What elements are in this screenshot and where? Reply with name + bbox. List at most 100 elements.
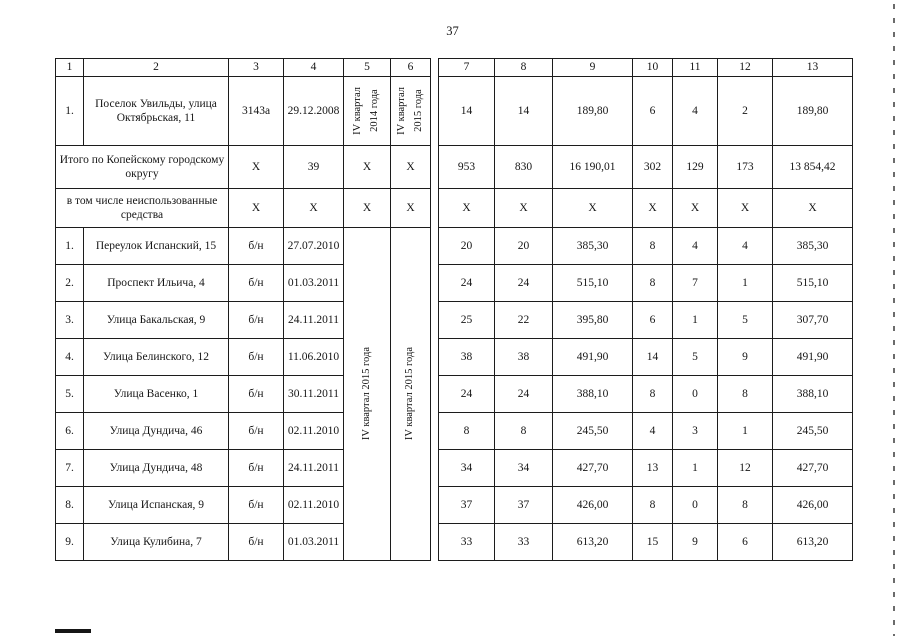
doc-number-cell: б/н [228, 375, 284, 413]
table-row: 1. Поселок Увильды, улица Октябрьская, 11… [55, 76, 853, 146]
spacer [431, 77, 439, 146]
value-cell: 4 [672, 227, 718, 265]
doc-number-cell: б/н [228, 449, 284, 487]
value-cell: 6 [632, 301, 673, 339]
spacer [431, 376, 439, 413]
spacer [431, 339, 439, 376]
value-cell: 33 [438, 523, 495, 561]
quarter-label: IV квартал 2014 года [352, 87, 380, 135]
row-index-cell: 2. [55, 264, 84, 302]
value-cell: 515,10 [772, 264, 853, 302]
address-cell: Улица Белинского, 12 [83, 338, 229, 376]
quarter-vertical-cell: IV квартал 2015 года [390, 76, 431, 146]
value-cell: 16 190,01 [552, 145, 633, 189]
value-cell: 12 [717, 449, 773, 487]
table-row: Итого по Копейскому городскому округу X 39… [55, 145, 853, 189]
column-number-cell: 6 [390, 58, 431, 77]
quarter-vertical-cell: IV квартал 2014 года [343, 76, 391, 146]
value-cell: 9 [672, 523, 718, 561]
value-cell: 8 [632, 227, 673, 265]
spacer [431, 189, 439, 228]
spacer [431, 302, 439, 339]
spacer [431, 524, 439, 561]
value-cell: 20 [494, 227, 553, 265]
value-cell: 33 [494, 523, 553, 561]
quarter-label: IV квартал 2015 года [396, 87, 424, 135]
value-cell: 8 [717, 486, 773, 524]
row-index-cell: 7. [55, 449, 84, 487]
report-table-body: 1 2 3 4 5 6 7 8 9 10 11 12 13 1. Поселок Увильды, улиц… [55, 58, 853, 561]
row-index-cell: 6. [55, 412, 84, 450]
address-cell: Улица Дундича, 48 [83, 449, 229, 487]
table-row: 3. Улица Бакальская, 9 б/н 24.11.2011 25 22 39… [55, 301, 853, 339]
spacer [431, 146, 439, 189]
table-row: 6. Улица Дундича, 46 б/н 02.11.2010 8 8 245,50… [55, 412, 853, 450]
value-cell: 1 [672, 301, 718, 339]
date-cell: 24.11.2011 [283, 449, 344, 487]
value-cell: 2 [717, 76, 773, 146]
address-cell: Улица Бакальская, 9 [83, 301, 229, 339]
row-index-cell: 4. [55, 338, 84, 376]
value-cell: 24 [494, 264, 553, 302]
column-number-cell: 7 [438, 58, 495, 77]
value-cell: 613,20 [552, 523, 633, 561]
address-cell: Переулок Испанский, 15 [83, 227, 229, 265]
value-cell: X [552, 188, 633, 228]
value-cell: 385,30 [772, 227, 853, 265]
doc-number-cell: б/н [228, 227, 284, 265]
value-cell: 13 [632, 449, 673, 487]
unused-label-cell: в том числе неиспользованные средства [55, 188, 229, 228]
value-cell: 427,70 [772, 449, 853, 487]
date-cell: 01.03.2011 [283, 264, 344, 302]
value-cell: 0 [672, 375, 718, 413]
value-cell: 15 [632, 523, 673, 561]
value-cell: X [390, 188, 431, 228]
value-cell: X [228, 145, 284, 189]
value-cell: 189,80 [552, 76, 633, 146]
value-cell: 515,10 [552, 264, 633, 302]
date-cell: 27.07.2010 [283, 227, 344, 265]
value-cell: 245,50 [772, 412, 853, 450]
value-cell: 24 [438, 264, 495, 302]
value-cell: 24 [438, 375, 495, 413]
value-cell: 491,90 [552, 338, 633, 376]
value-cell: X [717, 188, 773, 228]
value-cell: 6 [717, 523, 773, 561]
value-cell: 8 [438, 412, 495, 450]
table-row: 2. Проспект Ильича, 4 б/н 01.03.2011 24 24 515… [55, 264, 853, 302]
value-cell: X [672, 188, 718, 228]
value-cell: X [228, 188, 284, 228]
value-cell: 5 [717, 301, 773, 339]
value-cell: 830 [494, 145, 553, 189]
value-cell: 491,90 [772, 338, 853, 376]
table-row: 1 2 3 4 5 6 7 8 9 10 11 12 13 [55, 58, 853, 77]
value-cell: 427,70 [552, 449, 633, 487]
column-number-cell: 12 [717, 58, 773, 77]
value-cell: 388,10 [772, 375, 853, 413]
value-cell: 14 [494, 76, 553, 146]
value-cell: 189,80 [772, 76, 853, 146]
table-row: 1. Переулок Испанский, 15 б/н 27.07.2010 IV … [55, 227, 853, 561]
table-row: 5. Улица Васенко, 1 б/н 30.11.2011 24 24 388,1… [55, 375, 853, 413]
value-cell: 8 [632, 264, 673, 302]
address-cell: Проспект Ильича, 4 [83, 264, 229, 302]
column-number-cell: 1 [55, 58, 84, 77]
value-cell: X [343, 145, 391, 189]
value-cell: 39 [283, 145, 344, 189]
table-row: 8. Улица Испанская, 9 б/н 02.11.2010 37 37 426… [55, 486, 853, 524]
report-table: 1 2 3 4 5 6 7 8 9 10 11 12 13 1. Поселок Увильды, улиц… [55, 58, 853, 561]
value-cell: 38 [438, 338, 495, 376]
spacer [431, 228, 439, 265]
value-cell: 34 [438, 449, 495, 487]
value-cell: 8 [632, 486, 673, 524]
address-cell: Поселок Увильды, улица Октябрьская, 11 [83, 76, 229, 146]
date-cell: 30.11.2011 [283, 375, 344, 413]
date-cell: 02.11.2010 [283, 486, 344, 524]
value-cell: 1 [717, 264, 773, 302]
column-number-cell: 10 [632, 58, 673, 77]
value-cell: 6 [632, 76, 673, 146]
value-cell: X [390, 145, 431, 189]
value-cell: X [438, 188, 495, 228]
quarter-vertical-cell: IV квартал 2015 года [343, 227, 391, 561]
value-cell: 3 [672, 412, 718, 450]
